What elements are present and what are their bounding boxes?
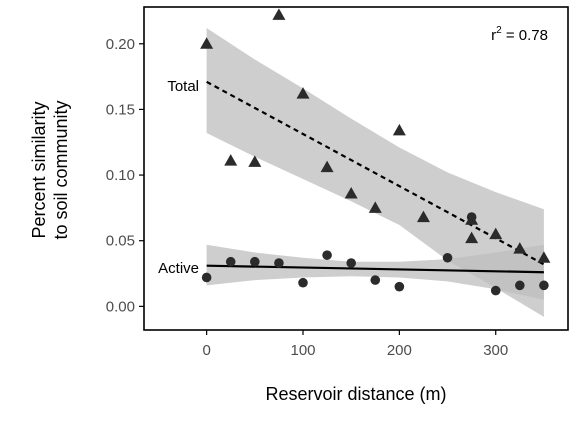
point-active (370, 275, 381, 285)
y-tick-label: 0.20 (106, 36, 135, 53)
point-total (224, 154, 238, 166)
point-total (416, 210, 430, 223)
point-active (201, 272, 212, 283)
y-tick-label: 0.05 (106, 233, 135, 250)
point-active (322, 250, 332, 260)
x-tick-label: 300 (483, 342, 508, 359)
x-tick-label: 100 (290, 342, 315, 359)
y-tick-label: 0.10 (106, 167, 135, 184)
y-axis: 0.00 0.05 0.10 0.15 0.20 (106, 36, 144, 315)
confidence-band-active (206, 244, 544, 300)
point-total (465, 231, 479, 244)
series-label-total: Total (167, 78, 199, 95)
point-active (442, 252, 453, 263)
point-active (298, 277, 308, 288)
point-total (344, 186, 358, 199)
point-total (513, 242, 527, 254)
point-total (320, 160, 334, 173)
point-active (515, 280, 525, 291)
point-active (539, 280, 549, 291)
series-label-active: Active (158, 260, 199, 277)
point-active (346, 258, 356, 268)
x-axis-title: Reservoir distance (m) (265, 384, 446, 404)
plot-panel-border (143, 6, 569, 331)
fit-line-active (206, 264, 544, 274)
point-active (466, 212, 477, 222)
point-active (274, 258, 284, 268)
y-axis-title-line-2: to soil community (51, 100, 71, 239)
point-total (272, 8, 286, 20)
point-total (392, 123, 406, 136)
point-active (394, 281, 405, 292)
y-axis-title-line-1: Percent similarity (29, 101, 49, 238)
x-tick-label: 200 (387, 342, 412, 359)
point-total (200, 37, 214, 49)
y-tick-label: 0.00 (106, 298, 135, 315)
point-active (250, 256, 260, 267)
fit-lines (206, 80, 545, 274)
fit-line-total (206, 80, 545, 266)
point-active (225, 256, 236, 267)
point-total (537, 251, 551, 263)
x-axis: 0 100 200 300 (202, 330, 508, 359)
point-active (490, 285, 501, 296)
point-total (368, 201, 382, 213)
point-total (248, 155, 262, 167)
x-tick-label: 0 (202, 342, 210, 359)
y-tick-label: 0.15 (106, 101, 135, 118)
point-total (489, 227, 503, 240)
point-total (296, 87, 310, 99)
r-squared-annotation: r2 = 0.78 (491, 25, 548, 44)
data-points (200, 8, 551, 296)
